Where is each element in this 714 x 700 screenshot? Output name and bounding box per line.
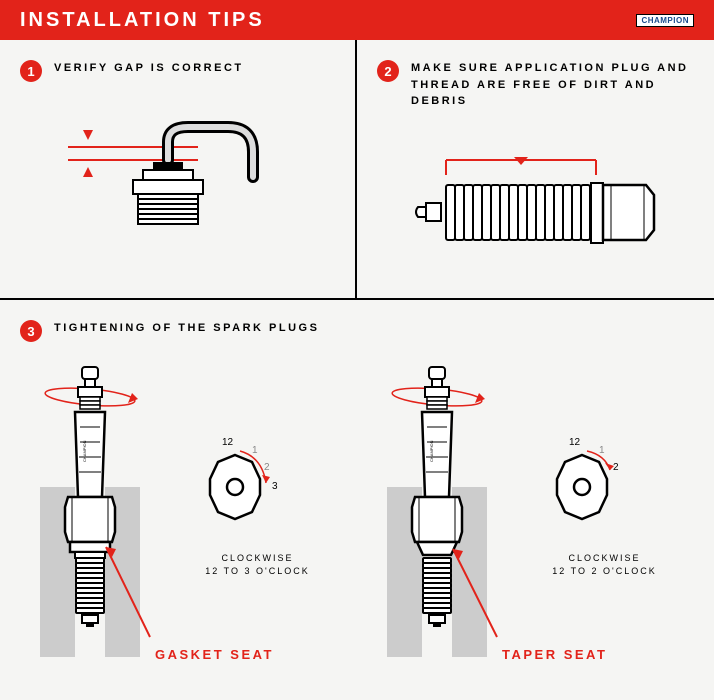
clock-dial-taper-icon: [527, 437, 637, 547]
spark-plug-gasket-icon: CHAMPION: [20, 357, 160, 657]
clock-12-label: 12: [222, 437, 233, 448]
step-header-3: 3 TIGHTENING OF THE SPARK PLUGS: [20, 320, 694, 342]
clock-direction-label: CLOCKWISE 12 TO 3 O'CLOCK: [185, 552, 330, 577]
step-number-badge: 1: [20, 60, 42, 82]
clock-range: 12 TO 3 O'CLOCK: [205, 566, 309, 576]
step-text: MAKE SURE APPLICATION PLUG AND THREAD AR…: [411, 60, 694, 110]
clock-faint-2: 2: [264, 462, 270, 473]
svg-text:CHAMPION: CHAMPION: [429, 440, 434, 462]
gasket-seat-column: CHAMPION 12 1 2: [20, 357, 347, 657]
clock-dir: CLOCKWISE: [221, 553, 293, 563]
panel-step-2: 2 MAKE SURE APPLICATION PLUG AND THREAD …: [357, 40, 714, 298]
thread-diagram: [377, 125, 694, 285]
clock-dial-gasket-icon: [180, 437, 290, 547]
clock-3-label: 3: [272, 481, 278, 492]
tightening-content: CHAMPION 12 1 2: [20, 357, 694, 657]
page-title: INSTALLATION TIPS: [20, 9, 265, 32]
svg-text:CHAMPION: CHAMPION: [82, 440, 87, 462]
step-header-1: 1 VERIFY GAP IS CORRECT: [20, 60, 335, 82]
step-number-badge: 2: [377, 60, 399, 82]
step-text: VERIFY GAP IS CORRECT: [54, 60, 244, 77]
clock-faint-1: 1: [252, 445, 258, 456]
gasket-seat-label: GASKET SEAT: [155, 647, 274, 662]
clock-2-label: 2: [613, 462, 619, 473]
clock-12-label: 12: [569, 437, 580, 448]
panel-step-3: 3 TIGHTENING OF THE SPARK PLUGS CHAMPION: [0, 300, 714, 677]
top-section: 1 VERIFY GAP IS CORRECT 2 MAKE S: [0, 40, 714, 300]
taper-seat-label: TAPER SEAT: [502, 647, 607, 662]
clock-direction-label: CLOCKWISE 12 TO 2 O'CLOCK: [532, 552, 677, 577]
clock-range: 12 TO 2 O'CLOCK: [552, 566, 656, 576]
brand-text: CHAMPION: [641, 16, 689, 25]
brand-logo: CHAMPION: [636, 14, 694, 27]
step-number-badge: 3: [20, 320, 42, 342]
panel-step-1: 1 VERIFY GAP IS CORRECT: [0, 40, 357, 298]
taper-seat-column: CHAMPION 12 1 2: [367, 357, 694, 657]
clock-faint-1: 1: [599, 445, 605, 456]
step-header-2: 2 MAKE SURE APPLICATION PLUG AND THREAD …: [377, 60, 694, 110]
clock-dir: CLOCKWISE: [568, 553, 640, 563]
spark-plug-taper-icon: CHAMPION: [367, 357, 507, 657]
gap-diagram: [20, 97, 335, 257]
header-bar: INSTALLATION TIPS CHAMPION: [0, 0, 714, 40]
step-text: TIGHTENING OF THE SPARK PLUGS: [54, 320, 319, 337]
